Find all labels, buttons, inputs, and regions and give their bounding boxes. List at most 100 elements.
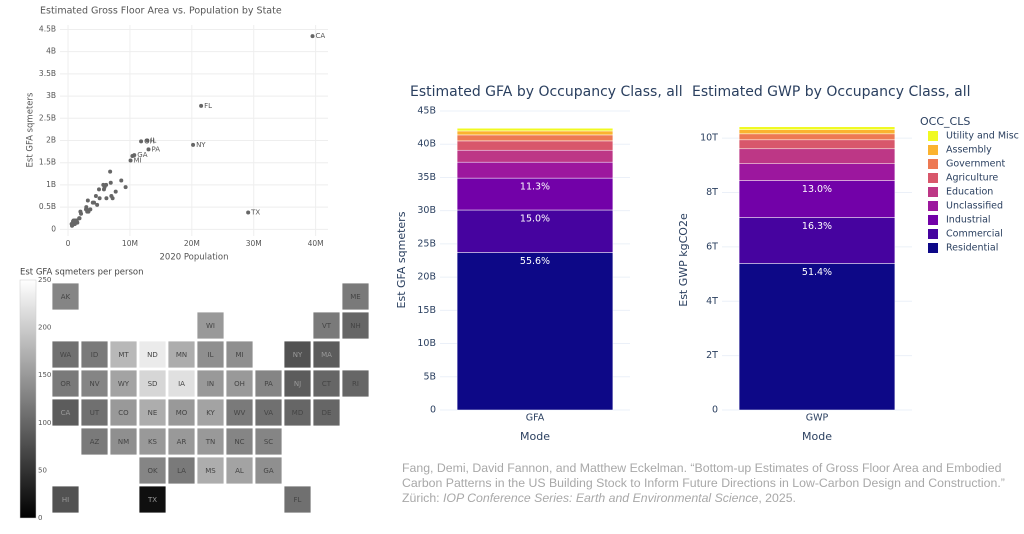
y-tick-label: 20B [417,272,436,283]
legend-label: Assembly [946,145,992,156]
state [196,340,225,369]
y-axis-title: Est GWP kgCO2e [677,213,690,307]
state-label: AL [235,467,244,475]
point [93,194,98,199]
x-tick-label: GFA [526,413,545,424]
citation: Fang, Demi, David Fannon, and Matthew Ec… [402,461,1017,506]
y-tick-label: 4B [46,47,56,56]
point-label: FL [204,102,212,110]
state-label: WV [234,409,246,417]
state-label: NE [148,409,158,417]
bar-segment [456,177,614,211]
state [312,369,341,398]
point [310,34,315,39]
state [167,427,196,456]
state-label: KY [206,409,215,417]
state-label: OH [234,380,245,388]
state [254,369,283,398]
point [123,185,128,190]
y-tick-label: 10T [700,133,718,144]
point-label: GA [137,151,147,159]
state-label: WY [118,380,130,388]
state-label: VT [322,322,332,330]
state-label: MI [235,351,243,359]
bar-segment [738,263,896,411]
state [283,398,312,427]
state-label: NJ [294,380,301,388]
x-tick-label: 20M [184,239,200,248]
state-label: MS [205,467,216,475]
legend-swatch [928,145,938,155]
y-tick-label: 40B [417,139,436,150]
state-label: CO [118,409,129,417]
state [341,311,370,340]
point-label: NY [196,141,206,149]
state-label: PA [264,380,273,388]
colorbar-tick-label: 0 [38,514,42,522]
legend-label: Utility and Misc [946,131,1019,142]
state-label: GA [263,467,273,475]
point [246,210,251,215]
state-label: NC [234,438,244,446]
state [283,369,312,398]
legend-label: Unclassified [946,201,1003,212]
bar-segment [738,163,896,181]
state-label: IA [178,380,185,388]
colorbar-title: Est GFA sqmeters per person [20,268,144,278]
chart-title: Estimated Gross Floor Area vs. Populatio… [40,6,282,17]
state [196,311,225,340]
x-axis-title: 2020 Population [160,253,229,263]
bar-segment [738,148,896,164]
legend-label: Government [946,159,1006,170]
state [80,340,109,369]
state [196,456,225,485]
point [145,138,150,143]
point [109,194,114,199]
state-label: SD [148,380,158,388]
y-tick-label: 3.5B [39,69,56,78]
state [312,311,341,340]
state-label: FL [294,496,302,504]
point [130,154,135,159]
y-tick-label: 5B [423,371,436,382]
legend-swatch [928,201,938,211]
state-label: NY [293,351,303,359]
point-label: TX [250,208,260,216]
bar-segment [456,128,614,132]
state-label: VA [264,409,273,417]
state [138,427,167,456]
state [109,398,138,427]
state-label: ME [350,293,360,301]
x-axis-title: Mode [802,430,832,443]
state-label: IL [208,351,214,359]
point [90,200,95,205]
state-label: LA [177,467,186,475]
state-label: TX [147,496,157,504]
bar-segment [738,139,896,150]
y-axis-title: Est GFA sqmeters [395,211,408,308]
state [138,456,167,485]
bar-segment [456,134,614,142]
x-tick-label: 40M [308,239,324,248]
state-label: OR [60,380,71,388]
state-label: HI [62,496,69,504]
state-label: TN [205,438,216,446]
state-label: CA [61,409,71,417]
bar-segment [456,161,614,179]
state [196,427,225,456]
state-label: ND [147,351,158,359]
y-tick-label: 8T [706,187,718,198]
point [97,196,102,201]
state [138,369,167,398]
legend-label: Agriculture [946,173,998,184]
point [95,202,100,207]
state [167,398,196,427]
segment-label: 13.0% [802,184,832,195]
bar-segment [456,130,614,136]
state-label: NH [350,322,361,330]
y-tick-label: 25B [417,238,436,249]
point [113,189,118,194]
y-tick-label: 3B [46,91,56,100]
state [283,485,312,514]
